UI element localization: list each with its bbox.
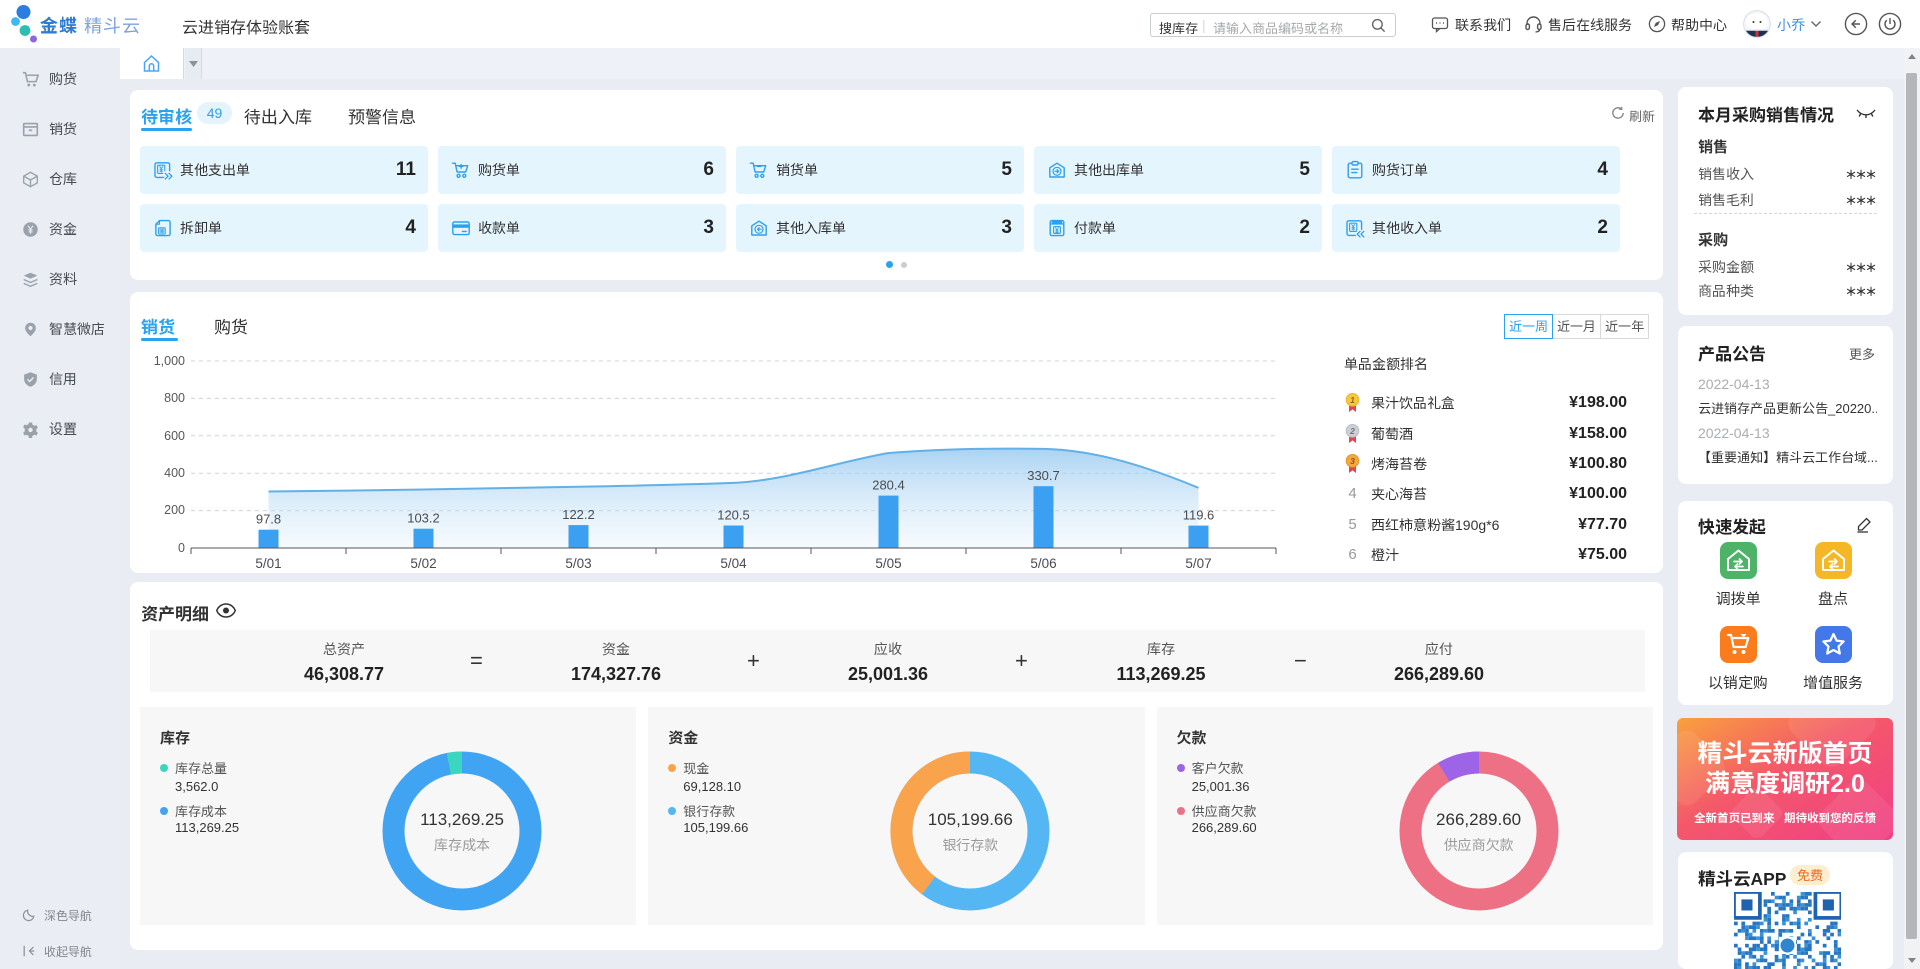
svg-text:5/04: 5/04 — [720, 556, 747, 571]
svg-text:5/05: 5/05 — [875, 556, 901, 571]
svg-text:600: 600 — [164, 429, 185, 443]
svg-text:5/01: 5/01 — [255, 556, 281, 571]
svg-text:1: 1 — [1350, 395, 1355, 405]
svg-text:3: 3 — [1350, 456, 1355, 466]
svg-text:97.8: 97.8 — [256, 512, 281, 527]
svg-text:103.2: 103.2 — [407, 511, 440, 526]
svg-text:5/02: 5/02 — [410, 556, 436, 571]
svg-text:5/06: 5/06 — [1030, 556, 1056, 571]
svg-text:5/03: 5/03 — [565, 556, 591, 571]
svg-text:200: 200 — [164, 503, 185, 517]
svg-text:400: 400 — [164, 466, 185, 480]
svg-text:精斗云新版首页: 精斗云新版首页 — [1697, 740, 1872, 768]
svg-text:0: 0 — [178, 541, 185, 555]
svg-text:280.4: 280.4 — [872, 478, 905, 493]
svg-text:全新首页已到来 期待收到您的反馈: 全新首页已到来 期待收到您的反馈 — [1694, 811, 1877, 825]
svg-text:满意度调研2.0: 满意度调研2.0 — [1705, 770, 1865, 798]
svg-text:122.2: 122.2 — [562, 507, 595, 522]
svg-text:800: 800 — [164, 391, 185, 405]
svg-text:2: 2 — [1349, 426, 1355, 436]
svg-text:5/07: 5/07 — [1185, 556, 1211, 571]
svg-text:120.5: 120.5 — [717, 508, 750, 523]
svg-text:1,000: 1,000 — [154, 354, 185, 368]
svg-text:119.6: 119.6 — [1183, 508, 1215, 523]
svg-text:330.7: 330.7 — [1027, 468, 1060, 483]
